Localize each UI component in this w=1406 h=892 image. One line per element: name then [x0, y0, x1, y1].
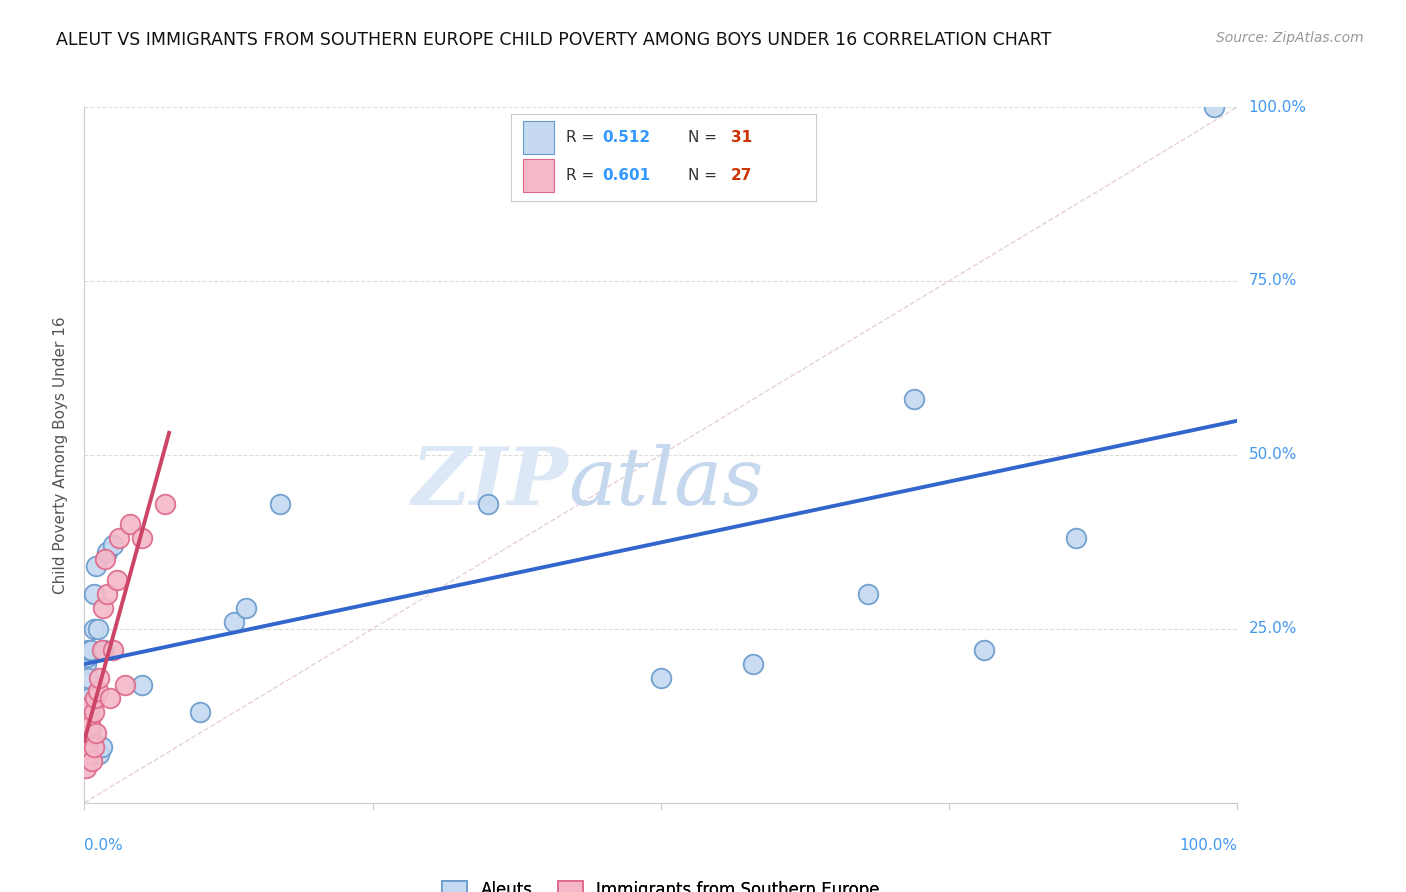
Point [76, 726, 98, 740]
Text: 75.0%: 75.0% [1249, 274, 1296, 288]
Point [76, 740, 98, 755]
Point [76, 642, 98, 657]
Point [131, 677, 153, 691]
Point [153, 497, 176, 511]
Text: 100.0%: 100.0% [1249, 100, 1306, 114]
Point [94, 552, 117, 566]
Point [120, 517, 142, 532]
Point [87, 684, 110, 698]
Point [188, 706, 211, 720]
Text: ALEUT VS IMMIGRANTS FROM SOUTHERN EUROPE CHILD POVERTY AMONG BOYS UNDER 16 CORRE: ALEUT VS IMMIGRANTS FROM SOUTHERN EUROPE… [56, 31, 1052, 49]
Point [1064, 532, 1087, 546]
Point [87, 622, 110, 636]
Y-axis label: Child Poverty Among Boys Under 16: Child Poverty Among Boys Under 16 [53, 316, 69, 594]
Point [103, 538, 124, 552]
Point [973, 642, 995, 657]
Point [80, 698, 103, 713]
Point [77, 747, 100, 761]
Point [108, 532, 131, 546]
Point [269, 497, 291, 511]
Point [114, 677, 136, 691]
Point [103, 642, 124, 657]
Point [1204, 100, 1226, 114]
Point [742, 657, 765, 671]
Text: 100.0%: 100.0% [1180, 838, 1237, 854]
Point [77, 691, 100, 706]
Point [96, 587, 118, 601]
Point [79, 726, 101, 740]
Point [76, 649, 98, 664]
Point [96, 545, 118, 559]
Point [903, 392, 925, 407]
Point [90, 642, 112, 657]
Point [83, 587, 105, 601]
Point [224, 615, 246, 629]
Point [89, 747, 111, 761]
Point [91, 601, 114, 615]
Text: atlas: atlas [568, 444, 763, 522]
Point [90, 740, 112, 755]
Point [93, 642, 115, 657]
Text: ZIP: ZIP [412, 444, 568, 522]
Point [84, 726, 107, 740]
Text: Source: ZipAtlas.com: Source: ZipAtlas.com [1216, 31, 1364, 45]
Point [83, 622, 105, 636]
Point [131, 532, 153, 546]
Point [80, 642, 103, 657]
Text: 50.0%: 50.0% [1249, 448, 1296, 462]
Point [235, 601, 257, 615]
Point [76, 733, 98, 747]
Point [79, 706, 101, 720]
Point [82, 754, 104, 768]
Point [75, 657, 97, 671]
Point [105, 573, 128, 587]
Point [83, 740, 105, 755]
Point [79, 712, 101, 726]
Legend: Aleuts, Immigrants from Southern Europe: Aleuts, Immigrants from Southern Europe [436, 874, 886, 892]
Text: 0.0%: 0.0% [84, 838, 124, 854]
Point [83, 706, 105, 720]
Point [477, 497, 499, 511]
Point [858, 587, 880, 601]
Point [89, 671, 111, 685]
Point [98, 691, 121, 706]
Point [650, 671, 672, 685]
Point [82, 698, 104, 713]
Point [83, 691, 105, 706]
Point [76, 671, 98, 685]
Point [79, 719, 101, 733]
Point [84, 559, 107, 574]
Point [75, 761, 97, 775]
Text: 25.0%: 25.0% [1249, 622, 1296, 636]
